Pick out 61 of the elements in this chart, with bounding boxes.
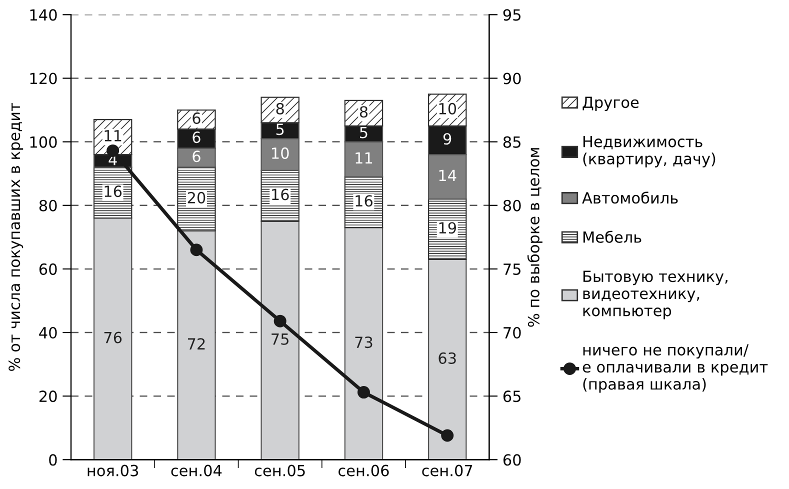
y-tick-label: 140: [30, 9, 57, 21]
y2-tick-label: 90: [503, 72, 521, 84]
x-tick-label: ноя.03: [88, 464, 138, 476]
bar: [428, 258, 467, 460]
y-tick-label: 80: [39, 200, 57, 212]
data-label: 5: [360, 126, 368, 138]
data-label: 11: [104, 130, 122, 142]
data-label: 19: [439, 222, 456, 234]
y-tick-label: 40: [39, 326, 57, 339]
data-label: 6: [192, 132, 200, 144]
legend-label: Бытовую технику, видеотехнику, компьютер: [583, 270, 728, 320]
y2-tick-label: 70: [504, 326, 521, 339]
y-tick-label: 120: [30, 72, 57, 84]
point: [274, 314, 286, 328]
y2-tick-label: 95: [503, 9, 520, 21]
data-label: 10: [272, 147, 289, 159]
data-label: 8: [360, 106, 368, 118]
data-label: 16: [272, 188, 289, 200]
data-label: 75: [272, 334, 288, 345]
y2-tick-label: 85: [503, 136, 520, 148]
data-label: 20: [188, 192, 206, 204]
legend-label: ничего не покупали/ е оплачивали в кредит (правая шкала): [582, 344, 768, 393]
legend-label: Мебель: [583, 230, 642, 243]
bar: [177, 230, 216, 460]
point: [357, 386, 370, 399]
y-tick-label: 20: [39, 390, 57, 402]
y2-tick-label: 60: [503, 454, 521, 466]
bar: [260, 220, 300, 460]
data-label: 76: [104, 332, 122, 344]
data-label: 14: [439, 170, 456, 181]
data-label: 16: [356, 195, 372, 207]
data-label: 73: [355, 336, 372, 348]
data-label: 11: [356, 152, 372, 164]
legend-label: Недвижимость (квартиру, дачу): [583, 136, 716, 168]
data-label: 63: [438, 352, 456, 364]
y2-tick-label: 65: [503, 390, 520, 402]
data-label: 6: [192, 150, 200, 162]
x-tick-label: сен.07: [422, 464, 472, 476]
y-axis-title: % от числа покупавших в кредит: [8, 103, 24, 371]
point: [441, 429, 454, 442]
legend-label: Автомобиль: [582, 192, 678, 204]
data-label: 8: [276, 102, 284, 114]
y2-tick-label: 75: [504, 264, 520, 275]
data-label: 10: [439, 102, 456, 114]
bar: [344, 227, 384, 460]
legend-label: Другое: [582, 96, 639, 112]
x-tick-label: сен.04: [171, 464, 222, 476]
y-tick-label: 0: [49, 454, 57, 466]
x-tick-label: сен.06: [338, 464, 389, 476]
y2-axis-title: % по выборке в целом: [527, 148, 542, 327]
point: [106, 144, 120, 157]
y2-tick-label: 80: [503, 200, 521, 212]
data-label: 16: [104, 186, 122, 198]
data-label: 72: [188, 338, 205, 350]
data-label: 9: [443, 133, 452, 145]
y-tick-label: 60: [39, 263, 57, 275]
point: [190, 244, 203, 256]
x-tick-label: сен.05: [254, 464, 305, 476]
data-label: 6: [192, 112, 200, 124]
data-label: 5: [276, 124, 284, 136]
y-tick-label: 100: [30, 136, 57, 148]
